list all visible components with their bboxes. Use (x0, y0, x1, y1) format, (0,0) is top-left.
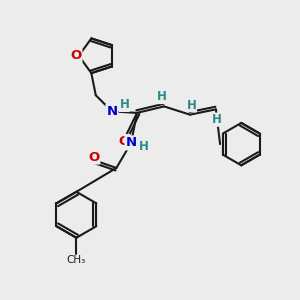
Text: O: O (118, 135, 129, 148)
Text: N: N (125, 136, 137, 149)
Text: H: H (139, 140, 148, 153)
Text: N: N (106, 105, 118, 118)
Text: H: H (157, 91, 167, 103)
Text: CH₃: CH₃ (67, 255, 86, 266)
Text: O: O (70, 49, 81, 62)
Text: H: H (119, 98, 129, 111)
Text: H: H (212, 113, 221, 126)
Text: H: H (187, 99, 196, 112)
Text: O: O (88, 151, 99, 164)
